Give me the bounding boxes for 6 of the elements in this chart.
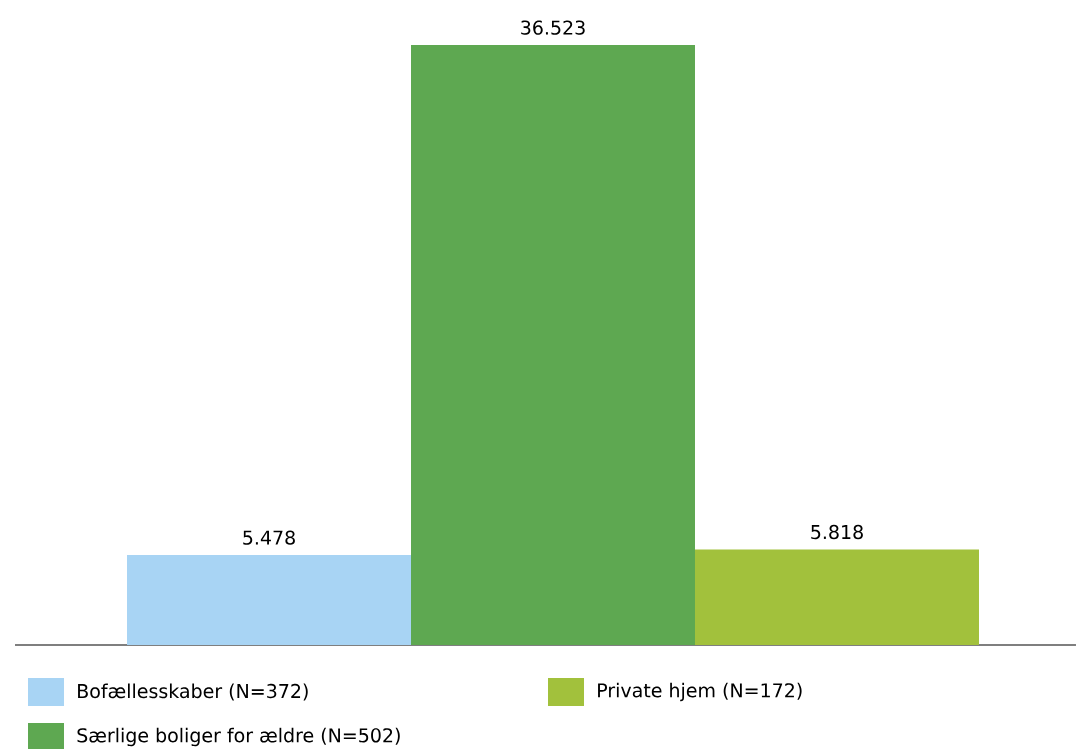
- data-label: 36.523: [521, 20, 585, 35]
- data-label: 5.478: [243, 530, 295, 545]
- legend-label: Særlige boliger for ældre (N=502): [77, 727, 400, 747]
- data-label: 5.818: [811, 524, 863, 540]
- legend-label: Bofællesskaber (N=372): [78, 683, 308, 701]
- legend-label: Private hjem (N=172): [598, 682, 802, 702]
